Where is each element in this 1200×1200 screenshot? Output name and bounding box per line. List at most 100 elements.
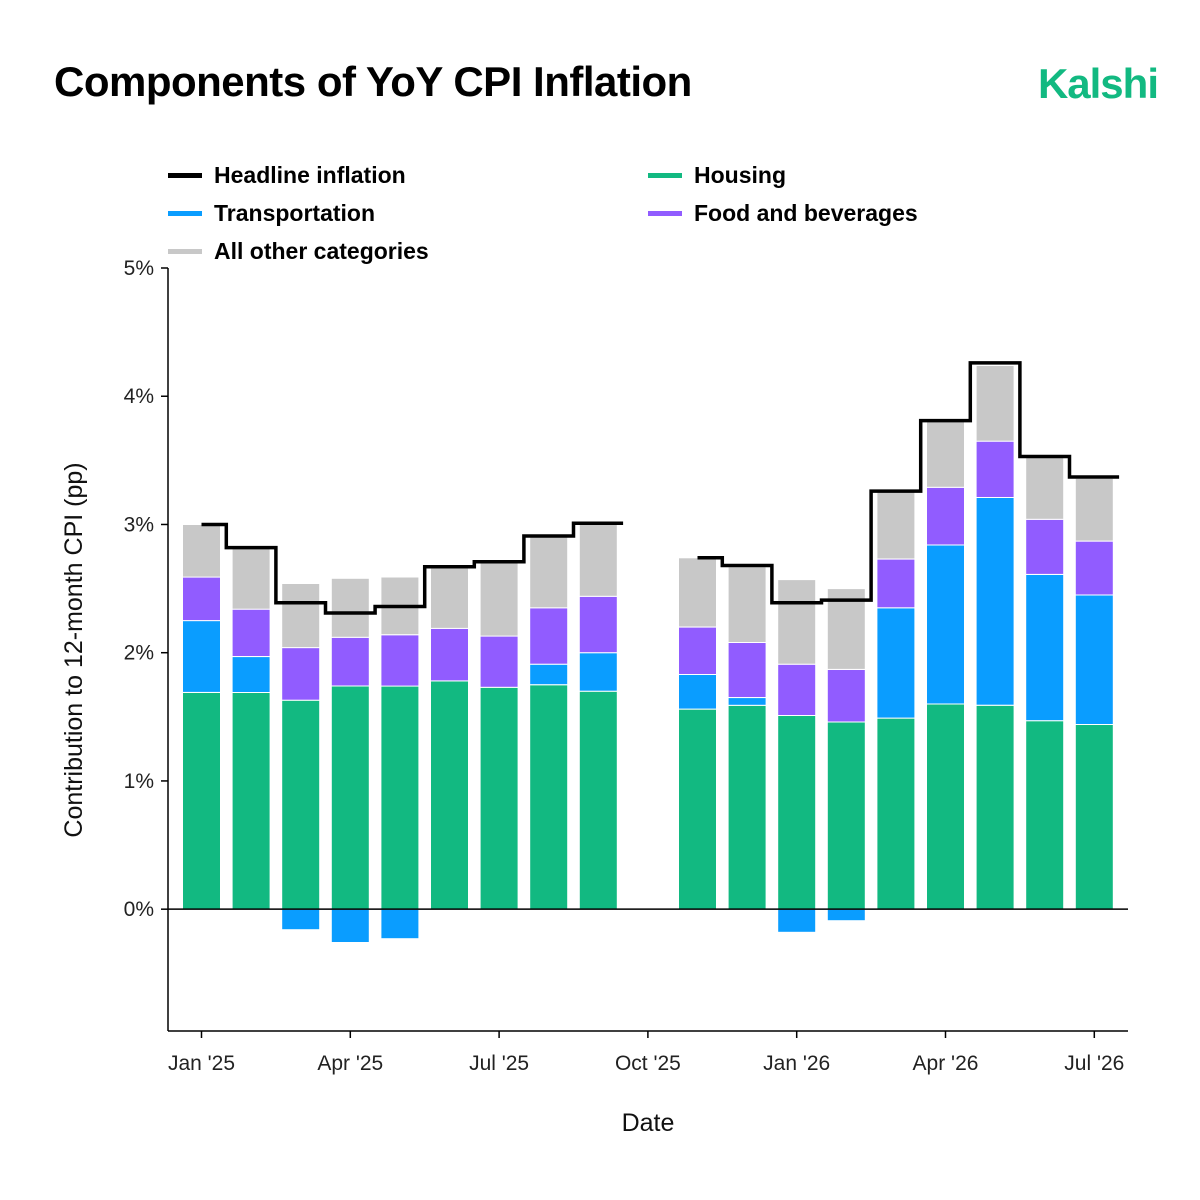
x-tick-label: Jul '26 bbox=[1064, 1052, 1124, 1075]
bar-segment-transportation bbox=[678, 674, 717, 710]
bar-segment-food-and-beverages bbox=[777, 663, 817, 717]
bar-segment-food-and-beverages bbox=[182, 576, 221, 622]
legend-label-transportation: Transportation bbox=[214, 199, 376, 226]
bar-segment-housing bbox=[826, 721, 866, 910]
legend-label-housing: Housing bbox=[694, 161, 786, 188]
legend-swatch-other bbox=[168, 248, 202, 254]
bar-segment-all-other-categories bbox=[826, 588, 866, 670]
legend-item-transportation: Transportation bbox=[168, 198, 375, 228]
bar-segment-all-other-categories bbox=[876, 489, 916, 560]
bar-segment-transportation bbox=[281, 908, 321, 931]
bar-segment-food-and-beverages bbox=[380, 634, 420, 687]
legend-label-headline: Headline inflation bbox=[214, 161, 406, 188]
bar-segment-transportation bbox=[380, 908, 420, 940]
bar-segment-all-other-categories bbox=[281, 583, 321, 649]
legend-swatch-headline bbox=[168, 172, 202, 178]
bar-segment-food-and-beverages bbox=[281, 647, 321, 701]
bar-segment-all-other-categories bbox=[926, 418, 965, 488]
x-tick-label: Jul '25 bbox=[469, 1052, 529, 1075]
bar-segment-transportation bbox=[182, 620, 221, 693]
bar-segment-transportation bbox=[876, 607, 916, 719]
bar-segment-transportation bbox=[826, 908, 866, 922]
bar-segment-all-other-categories bbox=[777, 579, 817, 665]
bar-segment-housing bbox=[678, 708, 717, 910]
bar-segment-housing bbox=[231, 692, 271, 910]
bar-segment-all-other-categories bbox=[727, 566, 767, 643]
y-tick-label: 4% bbox=[124, 385, 154, 408]
legend-item-housing: Housing bbox=[648, 160, 786, 190]
bar-segment-food-and-beverages bbox=[430, 627, 469, 682]
legend-label-other: All other categories bbox=[214, 237, 429, 264]
y-axis-title: Contribution to 12-month CPI (pp) bbox=[60, 462, 88, 837]
bar-segment-housing bbox=[182, 692, 221, 910]
bar-segment-all-other-categories bbox=[330, 577, 370, 638]
headline-line-group bbox=[201, 361, 1120, 615]
bar-segment-housing bbox=[727, 704, 767, 910]
headline-step-line bbox=[201, 521, 624, 615]
bar-segment-transportation bbox=[975, 497, 1015, 706]
brand-logo: Kalshi bbox=[1037, 60, 1159, 107]
x-tick-label: Jan '26 bbox=[763, 1052, 830, 1075]
bar-segment-all-other-categories bbox=[231, 547, 271, 610]
bar-segment-all-other-categories bbox=[1025, 456, 1065, 520]
bar-segment-housing bbox=[330, 685, 370, 910]
bar-segment-food-and-beverages bbox=[578, 595, 618, 654]
x-tick-label: Oct '25 bbox=[615, 1052, 681, 1075]
bar-segment-all-other-categories bbox=[182, 524, 221, 578]
legend-swatch-transportation bbox=[168, 210, 202, 216]
y-tick-label: 3% bbox=[124, 513, 154, 536]
bar-segment-transportation bbox=[926, 544, 965, 705]
bar-segment-housing bbox=[430, 680, 469, 910]
axes-group: 0% 1% 2% 3% 4% 5% Jan '25 Apr '25 Jul '25 Oct '25… bbox=[124, 257, 1128, 1075]
legend-item-headline: Headline inflation bbox=[168, 160, 406, 190]
x-tick-label: Apr '25 bbox=[317, 1052, 383, 1075]
bar-segment-housing bbox=[380, 685, 420, 910]
bar-segment-food-and-beverages bbox=[678, 626, 717, 675]
bar-segment-housing bbox=[578, 690, 618, 910]
bar-segment-all-other-categories bbox=[430, 567, 469, 629]
chart-title: Components of YoY CPI Inflation bbox=[54, 58, 692, 105]
bar-segment-all-other-categories bbox=[975, 365, 1015, 442]
bar-segment-food-and-beverages bbox=[826, 668, 866, 723]
bar-segment-all-other-categories bbox=[479, 561, 519, 637]
y-tick-label: 2% bbox=[124, 642, 154, 665]
bar-segment-transportation bbox=[727, 697, 767, 706]
y-tick-label: 0% bbox=[124, 898, 154, 921]
bar-segment-housing bbox=[876, 717, 916, 910]
bar-segment-all-other-categories bbox=[1074, 477, 1114, 542]
legend-swatch-housing bbox=[648, 172, 682, 178]
x-tick-label: Apr '26 bbox=[913, 1052, 979, 1075]
bar-segment-transportation bbox=[330, 908, 370, 944]
legend-label-food: Food and beverages bbox=[694, 199, 918, 226]
legend-item-other: All other categories bbox=[168, 236, 429, 266]
bar-segment-food-and-beverages bbox=[529, 607, 569, 665]
bar-segment-housing bbox=[529, 684, 569, 910]
bar-segment-food-and-beverages bbox=[231, 608, 271, 657]
bar-segment-housing bbox=[975, 704, 1015, 910]
bar-segment-transportation bbox=[231, 656, 271, 693]
bars-group bbox=[182, 365, 1114, 944]
bar-segment-food-and-beverages bbox=[1074, 540, 1114, 596]
bar-segment-housing bbox=[1074, 724, 1114, 910]
y-tick-label: 5% bbox=[124, 257, 154, 280]
bar-segment-housing bbox=[926, 703, 965, 910]
bar-segment-all-other-categories bbox=[678, 557, 717, 628]
bar-segment-housing bbox=[281, 699, 321, 910]
x-axis-title: Date bbox=[622, 1109, 675, 1137]
bar-segment-transportation bbox=[1074, 594, 1114, 725]
legend-swatch-food bbox=[648, 210, 682, 216]
bar-segment-all-other-categories bbox=[578, 521, 618, 597]
bar-segment-housing bbox=[479, 686, 519, 910]
headline-step-line bbox=[697, 361, 1120, 605]
bar-segment-transportation bbox=[1025, 574, 1065, 722]
y-tick-label: 1% bbox=[124, 770, 154, 793]
bar-segment-food-and-beverages bbox=[926, 486, 965, 546]
bar-segment-housing bbox=[1025, 720, 1065, 910]
bar-segment-food-and-beverages bbox=[727, 641, 767, 699]
bar-segment-transportation bbox=[578, 652, 618, 692]
bar-segment-food-and-beverages bbox=[876, 558, 916, 609]
bar-segment-transportation bbox=[777, 908, 817, 933]
legend-item-food: Food and beverages bbox=[648, 198, 918, 228]
bar-segment-food-and-beverages bbox=[479, 635, 519, 688]
